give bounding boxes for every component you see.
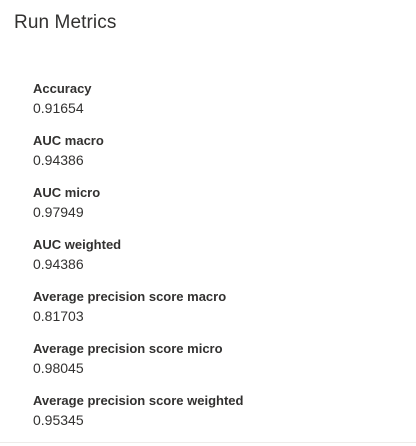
metric-label: Accuracy — [33, 81, 92, 96]
metric-item-auc-micro: AUC micro 0.97949 — [33, 184, 393, 236]
metric-label: Average precision score micro — [33, 341, 223, 356]
metric-value: 0.91654 — [33, 100, 84, 116]
metric-label: AUC macro — [33, 133, 104, 148]
bottom-divider — [0, 442, 416, 443]
metric-value: 0.94386 — [33, 256, 84, 272]
metric-value: 0.98045 — [33, 360, 84, 376]
metric-value: 0.95345 — [33, 412, 84, 428]
metrics-list: Accuracy 0.91654 AUC macro 0.94386 AUC m… — [33, 80, 393, 444]
metric-label: Average precision score weighted — [33, 393, 244, 408]
panel-title: Run Metrics — [14, 12, 117, 33]
metric-value: 0.81703 — [33, 308, 84, 324]
metric-label: AUC micro — [33, 185, 101, 200]
metric-item-average-precision-micro: Average precision score micro 0.98045 — [33, 340, 393, 392]
metric-item-average-precision-macro: Average precision score macro 0.81703 — [33, 288, 393, 340]
metric-item-auc-weighted: AUC weighted 0.94386 — [33, 236, 393, 288]
metric-item-average-precision-weighted: Average precision score weighted 0.95345 — [33, 392, 393, 444]
metric-item-accuracy: Accuracy 0.91654 — [33, 80, 393, 132]
metric-value: 0.97949 — [33, 204, 84, 220]
metric-label: AUC weighted — [33, 237, 122, 252]
metric-label: Average precision score macro — [33, 289, 227, 304]
metric-item-auc-macro: AUC macro 0.94386 — [33, 132, 393, 184]
metric-value: 0.94386 — [33, 152, 84, 168]
